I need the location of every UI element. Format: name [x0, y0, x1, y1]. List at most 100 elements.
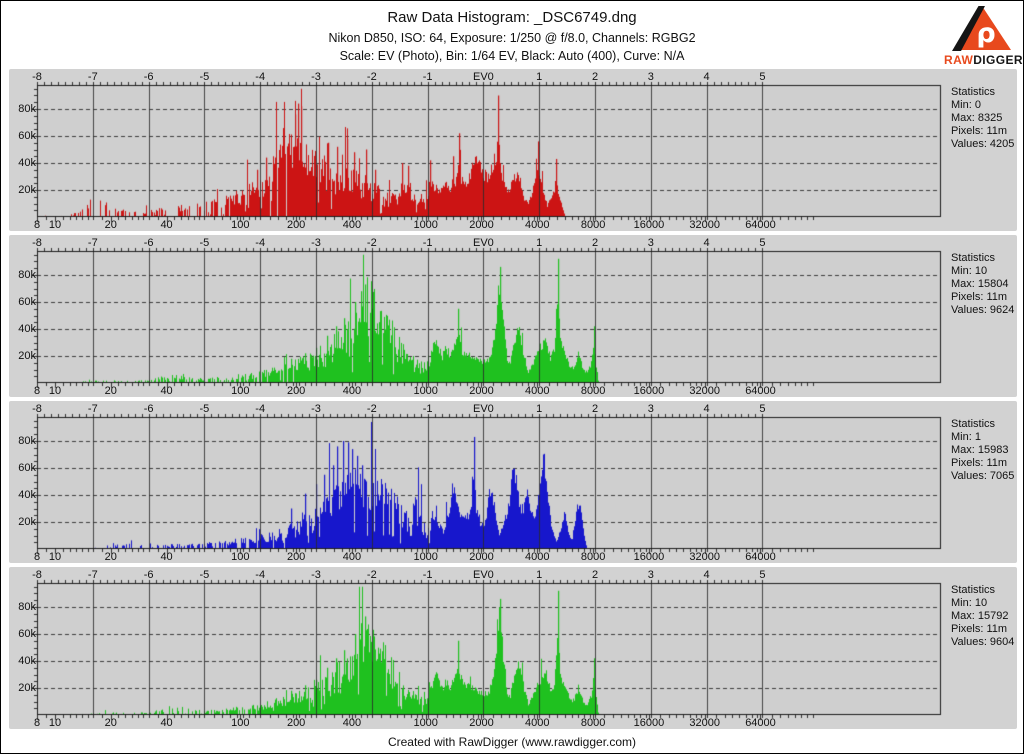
ev-tick-label: -3	[311, 237, 321, 249]
count-tick-label: 60k	[18, 296, 36, 308]
logo-word-raw: RAW	[944, 53, 974, 67]
raw-tick-label: 32000	[689, 385, 720, 397]
logo-word-digger: DIGGER	[973, 53, 1023, 67]
count-tick-label: 80k	[18, 601, 36, 613]
ev-tick-label: 5	[759, 71, 766, 83]
count-tick-label: 80k	[18, 103, 36, 115]
ev-tick-label: 2	[591, 237, 599, 249]
ev-tick-label: -3	[311, 403, 321, 415]
ev-tick-label: -8	[32, 403, 42, 415]
ev-tick-label: -8	[32, 569, 42, 581]
footer-credit: Created with RawDigger (www.rawdigger.co…	[387, 735, 637, 749]
ev-tick-label: -7	[87, 403, 98, 415]
raw-tick-label: 40	[160, 385, 173, 397]
ev-tick-label: -3	[311, 71, 321, 83]
raw-tick-label: 64000	[745, 219, 776, 231]
ev-tick-label: -4	[255, 569, 266, 581]
raw-tick-label: 20	[104, 219, 117, 231]
stats-block-blue: Statistics Min: 1 Max: 15983 Pixels: 11m…	[951, 418, 1014, 483]
exif-summary: Nikon D850, ISO: 64, Exposure: 1/250 @ f…	[328, 31, 696, 45]
raw-tick-label: 400	[342, 219, 362, 231]
count-tick-label: 60k	[18, 462, 36, 474]
ev-tick-label: 2	[591, 569, 599, 581]
stats-values: Values: 7065	[951, 470, 1015, 482]
ev-tick-label: -4	[255, 237, 266, 249]
raw-tick-label: 100	[231, 717, 250, 729]
ev-tick-label: -6	[143, 237, 154, 249]
ev-tick-label: -1	[422, 71, 433, 83]
ev-tick-label: 5	[759, 403, 766, 415]
ev-tick-label: -8	[32, 71, 42, 83]
ev-tick-label: -5	[199, 569, 210, 581]
raw-tick-label: 64000	[745, 551, 776, 563]
stats-max: Max: 15804	[951, 278, 1009, 290]
ev-tick-label: -6	[143, 71, 154, 83]
ev-tick-label: -4	[255, 403, 266, 415]
ev-tick-label: -2	[366, 569, 377, 581]
raw-tick-label: 8	[33, 551, 41, 563]
stats-title: Statistics	[951, 418, 996, 430]
count-tick-label: 40k	[18, 489, 36, 501]
ev-tick-label: 3	[647, 71, 654, 83]
raw-tick-label: 200	[286, 385, 306, 397]
raw-tick-label: 200	[286, 551, 306, 563]
count-tick-label: 40k	[18, 323, 36, 335]
logo-stripe-icon	[952, 6, 985, 51]
raw-tick-label: 8000	[580, 551, 606, 563]
raw-tick-label: 1000	[413, 385, 438, 397]
histogram-panel-green: -8 -7 -6 -5 -4 -3 -2 -1 EV0 1 2 3 4 5 8 10 20 40 100 200 40…	[9, 235, 1017, 397]
ev-tick-label: 1	[536, 403, 543, 415]
raw-tick-label: 40	[160, 551, 173, 563]
logo-wordmark: RAWDIGGER	[944, 53, 1023, 67]
ev-tick-label: -1	[422, 237, 433, 249]
stats-pixels: Pixels: 11m	[951, 125, 1008, 137]
rawdigger-logo-mark: ρ	[952, 6, 1011, 51]
raw-tick-label: 100	[231, 551, 250, 563]
stats-pixels: Pixels: 11m	[951, 457, 1008, 469]
stats-max: Max: 15792	[951, 610, 1009, 622]
ev-tick-label: -2	[366, 71, 377, 83]
scale-settings: Scale: EV (Photo), Bin: 1/64 EV, Black: …	[339, 49, 685, 63]
count-tick-label: 80k	[18, 269, 36, 281]
stats-title: Statistics	[951, 252, 996, 264]
ev-tick-label: EV0	[472, 403, 494, 415]
ev-tick-label: 5	[759, 237, 766, 249]
stats-values: Values: 9624	[951, 304, 1015, 316]
ev-tick-label: -2	[366, 237, 377, 249]
raw-tick-label: 10	[48, 219, 62, 231]
raw-tick-label: 2000	[469, 717, 494, 729]
raw-tick-label: 400	[342, 717, 362, 729]
ev-tick-label: 4	[703, 403, 710, 415]
raw-tick-label: 200	[286, 219, 306, 231]
ev-tick-label: -3	[311, 569, 321, 581]
ev-tick-label: -4	[255, 71, 266, 83]
raw-tick-label: 8000	[580, 385, 606, 397]
logo-rho-icon: ρ	[976, 18, 995, 49]
raw-tick-label: 2000	[469, 551, 494, 563]
count-tick-label: 20k	[18, 682, 36, 694]
ev-tick-label: -1	[422, 403, 433, 415]
count-tick-label: 60k	[18, 628, 36, 640]
ev-tick-label: 2	[591, 71, 599, 83]
raw-tick-label: 4000	[525, 551, 550, 563]
raw-tick-label: 40	[160, 219, 173, 231]
raw-tick-label: 400	[342, 385, 362, 397]
raw-tick-label: 20	[104, 717, 117, 729]
ev-tick-label: -5	[199, 237, 210, 249]
ev-tick-label: -6	[143, 403, 154, 415]
rawdigger-logo: ρ RAWDIGGER	[944, 5, 1023, 67]
raw-tick-label: 8000	[580, 717, 606, 729]
stats-min: Min: 1	[951, 431, 981, 443]
stats-min: Min: 10	[951, 265, 988, 277]
stats-values: Values: 9604	[951, 636, 1015, 648]
stats-title: Statistics	[951, 86, 996, 98]
ev-tick-label: EV0	[472, 237, 494, 249]
histogram-canvas-green	[9, 235, 1017, 397]
stats-title: Statistics	[951, 584, 996, 596]
raw-tick-label: 10	[48, 385, 62, 397]
ev-tick-label: -7	[87, 237, 98, 249]
raw-tick-label: 4000	[525, 219, 550, 231]
ev-tick-label: 3	[647, 237, 654, 249]
raw-tick-label: 40	[160, 717, 173, 729]
